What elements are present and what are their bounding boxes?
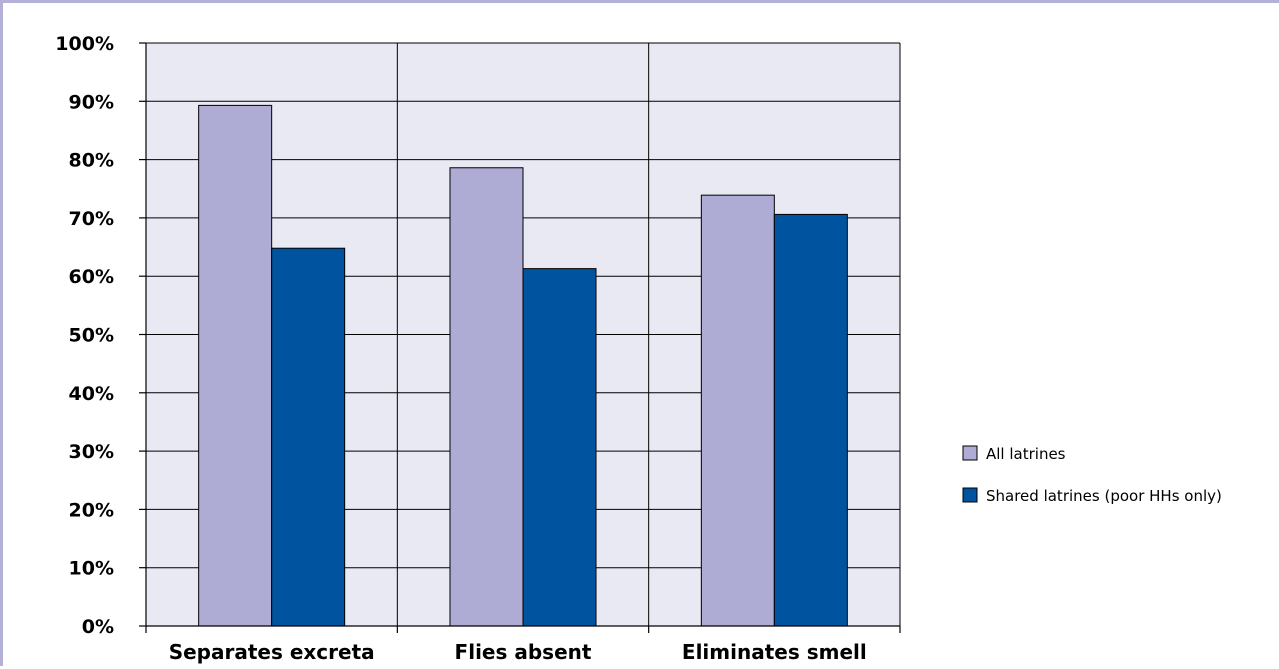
bar-all-latrines-1 [198, 104, 273, 627]
bar-shared-latrines-2 [522, 268, 597, 627]
bar-chart: 0% 10% 20% 30% 40% 50% 60% 70% 80% 90% 100% Separa… [55, 33, 1222, 664]
bar-all-latrines-3 [700, 194, 775, 627]
bar-shared-latrines-3 [773, 213, 848, 627]
legend-label-shared-latrines: Shared latrines (poor HHs only) [986, 487, 1222, 505]
y-tick-label: 50% [69, 325, 114, 347]
y-tick-label: 100% [55, 33, 114, 55]
y-tick-label: 20% [69, 499, 114, 521]
legend: All latrines Shared latrines (poor HHs on… [962, 445, 1222, 505]
x-category-label: Separates excreta [169, 640, 375, 664]
bar-shared-latrines-1 [271, 247, 346, 627]
y-tick-label: 0% [82, 616, 114, 638]
axes [139, 42, 901, 633]
y-tick-label: 80% [69, 150, 114, 172]
y-tick-label: 70% [69, 208, 114, 230]
x-category-label: Eliminates smell [682, 640, 867, 664]
y-tick-label: 90% [69, 91, 114, 113]
y-tick-label: 30% [69, 441, 114, 463]
y-tick-label: 10% [69, 558, 114, 580]
legend-swatch-all-latrines [962, 445, 978, 461]
bar-all-latrines-2 [449, 167, 524, 627]
legend-label-all-latrines: All latrines [986, 445, 1066, 463]
x-category-labels: Separates excreta Flies absent Eliminates … [169, 640, 867, 664]
y-tick-label: 60% [69, 266, 114, 288]
y-tick-label: 40% [69, 383, 114, 405]
x-category-label: Flies absent [455, 640, 592, 664]
bars [198, 104, 848, 627]
y-tick-labels: 0% 10% 20% 30% 40% 50% 60% 70% 80% 90% 100% [55, 33, 114, 638]
legend-swatch-shared-latrines [962, 487, 978, 503]
